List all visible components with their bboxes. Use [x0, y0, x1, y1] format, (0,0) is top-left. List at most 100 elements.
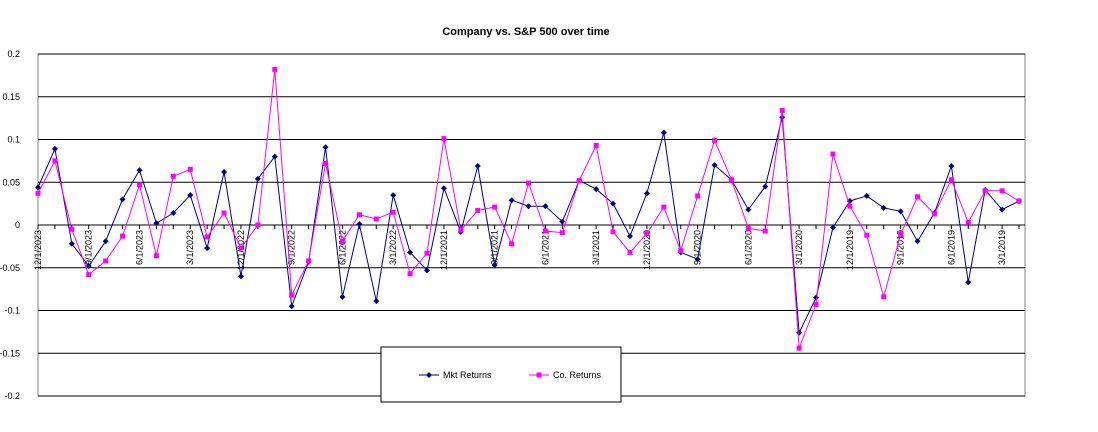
point: [491, 262, 498, 269]
point: [136, 182, 142, 188]
point: [323, 160, 329, 166]
point: [813, 302, 819, 308]
point: [68, 240, 75, 247]
point: [204, 234, 210, 240]
point: [373, 216, 379, 222]
point: [424, 250, 430, 256]
y-tick-label: 0.05: [2, 177, 20, 187]
point: [390, 192, 397, 199]
point: [85, 263, 92, 270]
point: [1016, 198, 1022, 204]
point: [525, 203, 532, 210]
point: [711, 162, 718, 169]
point: [999, 188, 1005, 194]
point: [407, 271, 413, 277]
point: [475, 207, 481, 213]
point: [745, 206, 752, 213]
point: [390, 209, 396, 215]
point: [255, 222, 261, 228]
point: [694, 256, 701, 263]
point: [440, 185, 447, 192]
x-tick-label: 9/1/2020: [693, 230, 703, 265]
point: [458, 227, 464, 233]
point: [661, 204, 667, 210]
point: [120, 233, 126, 239]
point: [762, 183, 769, 190]
point: [610, 229, 616, 235]
x-tick-label: 3/1/2021: [591, 230, 601, 265]
point: [86, 272, 92, 278]
y-tick-label: 0.1: [7, 135, 20, 145]
point: [542, 228, 548, 234]
y-tick-label: 0: [15, 220, 20, 230]
point: [898, 231, 904, 237]
x-tick-label: 12/1/2020: [642, 230, 652, 270]
point: [153, 253, 159, 259]
point: [119, 196, 126, 203]
point: [170, 173, 176, 179]
point: [830, 151, 836, 157]
point: [542, 203, 549, 210]
point: [187, 166, 193, 172]
legend-marker: [536, 372, 542, 378]
point: [864, 232, 870, 238]
point: [508, 197, 515, 204]
x-tick-label: 6/1/2019: [946, 230, 956, 265]
point: [35, 190, 41, 196]
y-tick-label: -0.05: [0, 263, 20, 273]
point: [779, 107, 785, 113]
x-tick-label: 9/1/2019: [896, 230, 906, 265]
point: [914, 238, 921, 245]
point: [52, 158, 58, 164]
point: [712, 137, 718, 143]
point: [559, 230, 565, 236]
y-tick-label: -0.15: [0, 348, 20, 358]
point: [306, 258, 312, 264]
point: [221, 210, 227, 216]
point: [695, 193, 701, 199]
x-tick-label: 12/1/2023: [33, 230, 43, 270]
point: [102, 238, 109, 245]
point: [745, 225, 751, 231]
point: [271, 153, 278, 160]
point: [51, 145, 58, 152]
x-tick-label: 12/1/2019: [845, 230, 855, 270]
point: [424, 267, 431, 274]
point: [576, 178, 582, 184]
point: [289, 292, 295, 298]
point: [678, 248, 684, 254]
point: [999, 206, 1006, 213]
point: [982, 188, 988, 194]
x-tick-label: 9/1/2021: [490, 230, 500, 265]
point: [593, 142, 599, 148]
x-tick-label: 6/1/2020: [743, 230, 753, 265]
point: [660, 129, 667, 136]
point: [492, 204, 498, 210]
point: [237, 273, 244, 280]
x-tick-label: 3/1/2022: [388, 230, 398, 265]
x-tick-label: 3/1/2020: [794, 230, 804, 265]
point: [881, 294, 887, 300]
point: [288, 303, 295, 310]
point: [915, 194, 921, 200]
point: [796, 345, 802, 351]
x-tick-label: 12/1/2021: [439, 230, 449, 270]
point: [897, 208, 904, 215]
point: [965, 219, 971, 225]
point: [356, 212, 362, 218]
point: [339, 238, 345, 244]
x-tick-label: 3/1/2023: [185, 230, 195, 265]
point: [526, 180, 531, 186]
point: [728, 177, 734, 183]
x-tick-label: 3/1/2019: [997, 230, 1007, 265]
point: [136, 167, 143, 174]
point: [170, 210, 177, 217]
point: [356, 221, 363, 228]
point: [373, 298, 380, 305]
legend-label: Mkt Returns: [443, 370, 492, 380]
point: [441, 136, 447, 142]
x-tick-label: 9/1/2023: [84, 230, 94, 265]
point: [965, 279, 972, 286]
y-tick-label: -0.2: [4, 391, 20, 401]
legend-label: Co. Returns: [553, 370, 602, 380]
